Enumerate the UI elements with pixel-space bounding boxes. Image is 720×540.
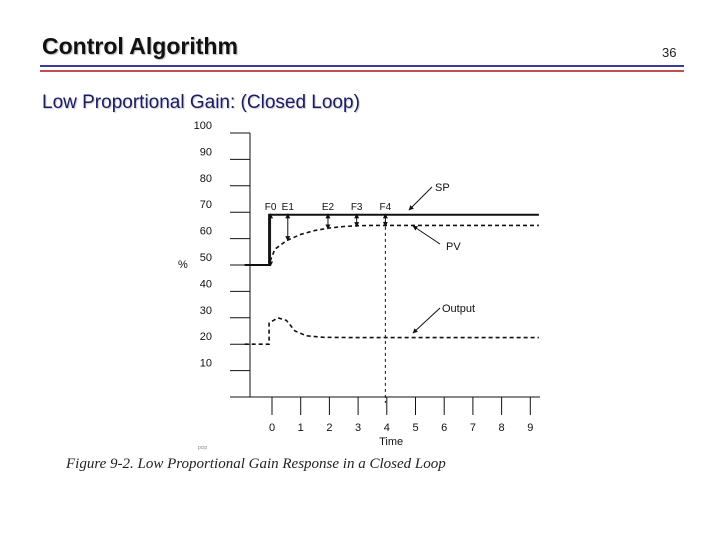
y-tick-label-70: 70 [200, 199, 212, 211]
title-rule-bottom [40, 70, 684, 72]
x-tick-label-4: 4 [384, 422, 390, 434]
x-tick-label-6: 6 [441, 422, 447, 434]
x-tick-label-0: 0 [269, 422, 275, 434]
y-tick-label-30: 30 [200, 305, 212, 317]
output-leader-arrow [412, 307, 441, 334]
y-tick-label-60: 60 [200, 226, 212, 238]
pv-line [244, 224, 539, 266]
x-axis-label: Time [379, 436, 403, 448]
x-tick-label-5: 5 [412, 422, 418, 434]
x-tick-label-2: 2 [326, 422, 332, 434]
y-tick-label-100: 100 [194, 120, 212, 132]
legend-label-sp: SP [435, 182, 450, 194]
x-tick-label-8: 8 [499, 422, 505, 434]
x-tick-label-1: 1 [298, 422, 304, 434]
y-tick-label-10: 10 [200, 358, 212, 370]
y-tick-label-80: 80 [200, 173, 212, 185]
annotation-label-f4: F4 [380, 202, 392, 213]
x-tick-label-9: 9 [527, 422, 533, 434]
sp-leader-arrow [408, 186, 433, 211]
annotation-label-e1: E1 [282, 202, 295, 213]
figure-fine-print: pcip [198, 445, 207, 451]
annotation-label-f3: F3 [351, 202, 363, 213]
y-tick-label-50: 50 [200, 252, 212, 264]
annotation-label-e2: E2 [322, 202, 335, 213]
pv-leader-arrow [412, 225, 441, 245]
x-tick-label-3: 3 [355, 422, 361, 434]
y-tick-label-40: 40 [200, 278, 212, 290]
figure-caption: Figure 9-2. Low Proportional Gain Respon… [66, 456, 446, 472]
y-tick-label-20: 20 [200, 331, 212, 343]
output-line [244, 316, 539, 346]
legend-label-output: Output [442, 303, 475, 315]
y-tick-label-90: 90 [200, 146, 212, 158]
x-tick-label-7: 7 [470, 422, 476, 434]
annotation-label-f0: F0 [265, 202, 277, 213]
slide-subtitle: Low Proportional Gain: (Closed Loop) [42, 92, 360, 113]
slide-title: Control Algorithm [42, 33, 238, 59]
title-rule-top [40, 65, 684, 67]
slide-number: 36 [662, 45, 677, 60]
legend-label-pv: PV [446, 241, 461, 253]
y-axis-label: % [178, 259, 188, 271]
